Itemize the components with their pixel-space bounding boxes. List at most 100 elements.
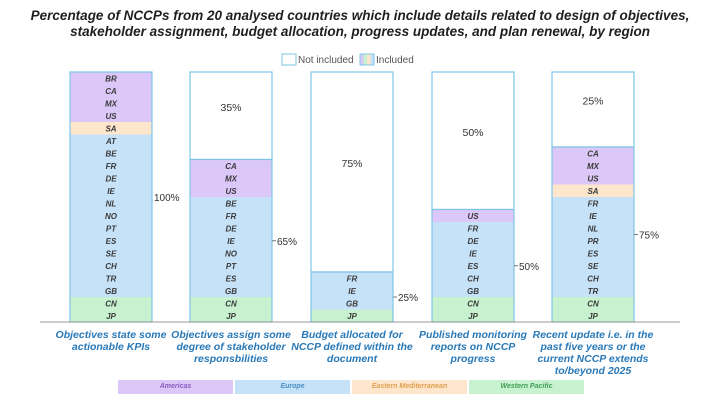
country-code-label: SE bbox=[588, 262, 599, 271]
bar-segment-be bbox=[190, 197, 272, 210]
bar-segment-not-included bbox=[551, 71, 635, 148]
country-code-label: ES bbox=[588, 249, 599, 258]
not-included-pct-label: 50% bbox=[462, 127, 483, 139]
not-included-pct-label: 75% bbox=[341, 158, 362, 170]
bar-segment-us bbox=[432, 209, 514, 222]
category-label-monitoring-reports: Published monitoring reports on NCCP pro… bbox=[419, 329, 527, 365]
bar-segment-gb bbox=[190, 284, 272, 297]
bar-segment-es bbox=[432, 259, 514, 272]
bar-segment-ie bbox=[432, 247, 514, 260]
country-code-label: MX bbox=[587, 162, 600, 171]
bars: BR CA MX US SA AT BE FR DE IE NL NO PT ES SE CH TR GB CN JP… bbox=[69, 71, 659, 323]
not-included-pct-label: 35% bbox=[220, 102, 241, 114]
chart-title-line-2: stakeholder assignment, budget allocatio… bbox=[70, 24, 650, 39]
country-code-label: FR bbox=[226, 212, 237, 221]
country-code-label: CN bbox=[467, 299, 479, 308]
country-code-label: SA bbox=[587, 187, 598, 196]
bar-segment-jp bbox=[552, 309, 634, 322]
included-pct-label: 75% bbox=[639, 231, 659, 242]
included-pct-label: 65% bbox=[277, 237, 297, 248]
country-code-label: FR bbox=[468, 224, 479, 233]
country-code-label: FR bbox=[588, 199, 599, 208]
bar-segment-es bbox=[190, 272, 272, 285]
bar-segment-not-included bbox=[310, 71, 394, 273]
country-code-label: JP bbox=[347, 312, 357, 321]
country-code-label: MX bbox=[225, 174, 238, 183]
bar-segment-fr bbox=[432, 222, 514, 235]
country-code-label: IE bbox=[589, 212, 597, 221]
bar-segment-mx bbox=[552, 159, 634, 172]
bar-segment-gb bbox=[311, 297, 393, 310]
country-code-label: CA bbox=[105, 87, 117, 96]
country-code-label: US bbox=[225, 187, 237, 196]
country-code-label: PT bbox=[106, 224, 117, 233]
bar-segment-ie bbox=[70, 184, 152, 197]
country-code-label: IE bbox=[469, 249, 477, 258]
legend: Not included Included bbox=[281, 53, 414, 66]
country-code-label: PR bbox=[587, 237, 598, 246]
included-pct-label: 25% bbox=[398, 293, 418, 304]
country-code-label: GB bbox=[346, 299, 358, 308]
bar-4: 25% CA MX US SA FR IE NL PR ES SE CH TR CN JP 75% bbox=[551, 71, 659, 323]
bar-segment-pt bbox=[70, 222, 152, 235]
bar-segment-ch bbox=[552, 272, 634, 285]
country-code-label: FR bbox=[106, 162, 117, 171]
bar-3: 50% US FR DE IE ES CH GB CN JP 50% bbox=[431, 71, 539, 323]
bar-segment-no bbox=[190, 247, 272, 260]
country-code-label: ES bbox=[226, 274, 237, 283]
legend-swatch-part bbox=[370, 54, 374, 65]
country-code-label: JP bbox=[106, 312, 116, 321]
chart-title-line-1: Percentage of NCCPs from 20 analysed cou… bbox=[30, 8, 690, 23]
bar-segment-ch bbox=[70, 259, 152, 272]
legend-swatch-part bbox=[367, 54, 371, 65]
included-pct-label: 50% bbox=[519, 262, 539, 273]
bar-segment-sa bbox=[552, 184, 634, 197]
bar-segment-pr bbox=[552, 234, 634, 247]
category-label-stakeholder-responsibilities: Objectives assign some degree of stakeho… bbox=[171, 329, 291, 365]
region-legend-europe: Europe bbox=[235, 380, 350, 394]
bar-segment-fr bbox=[70, 159, 152, 172]
bar-segment-br bbox=[70, 72, 152, 85]
country-code-label: DE bbox=[467, 237, 479, 246]
country-code-label: NO bbox=[105, 212, 118, 221]
country-code-label: SE bbox=[106, 249, 117, 258]
country-code-label: NL bbox=[106, 199, 117, 208]
country-code-label: IE bbox=[227, 237, 235, 246]
country-code-label: NO bbox=[225, 249, 238, 258]
bar-segment-de bbox=[70, 172, 152, 185]
bar-segment-jp bbox=[432, 309, 514, 322]
country-code-label: JP bbox=[468, 312, 478, 321]
country-code-label: JP bbox=[226, 312, 236, 321]
bar-segment-nl bbox=[552, 222, 634, 235]
legend-swatch-outline bbox=[359, 53, 375, 66]
bar-segment-tr bbox=[552, 284, 634, 297]
bar-segment-sa bbox=[70, 122, 152, 135]
bar-segment-es bbox=[552, 247, 634, 260]
country-code-label: CH bbox=[587, 274, 599, 283]
bar-segment-de bbox=[190, 222, 272, 235]
country-code-label: BR bbox=[105, 74, 117, 83]
country-code-label: CH bbox=[105, 262, 117, 271]
country-code-label: AT bbox=[105, 137, 117, 146]
country-code-label: CN bbox=[105, 299, 117, 308]
bar-segment-ch bbox=[432, 272, 514, 285]
country-code-label: US bbox=[587, 174, 599, 183]
bar-segment-gb bbox=[432, 284, 514, 297]
country-code-label: JP bbox=[588, 312, 598, 321]
bar-segment-nl bbox=[70, 197, 152, 210]
bar-segment-jp bbox=[70, 309, 152, 322]
category-label-budget-allocated: Budget allocated for NCCP defined within… bbox=[291, 329, 413, 365]
bar-segment-tr bbox=[70, 272, 152, 285]
legend-swatch-part bbox=[360, 54, 364, 65]
category-label-objectives-kpis: Objectives state some actionable KPIs bbox=[55, 329, 167, 353]
country-code-label: SA bbox=[105, 124, 116, 133]
country-code-label: US bbox=[467, 212, 479, 221]
region-legend-western-pacific: Western Pacific bbox=[469, 380, 584, 394]
bar-segment-es bbox=[70, 234, 152, 247]
country-code-label: CN bbox=[225, 299, 237, 308]
country-code-label: ES bbox=[106, 237, 117, 246]
country-code-label: PT bbox=[226, 262, 237, 271]
country-code-label: NL bbox=[588, 224, 599, 233]
country-code-label: IE bbox=[107, 187, 115, 196]
country-code-label: ES bbox=[468, 262, 479, 271]
